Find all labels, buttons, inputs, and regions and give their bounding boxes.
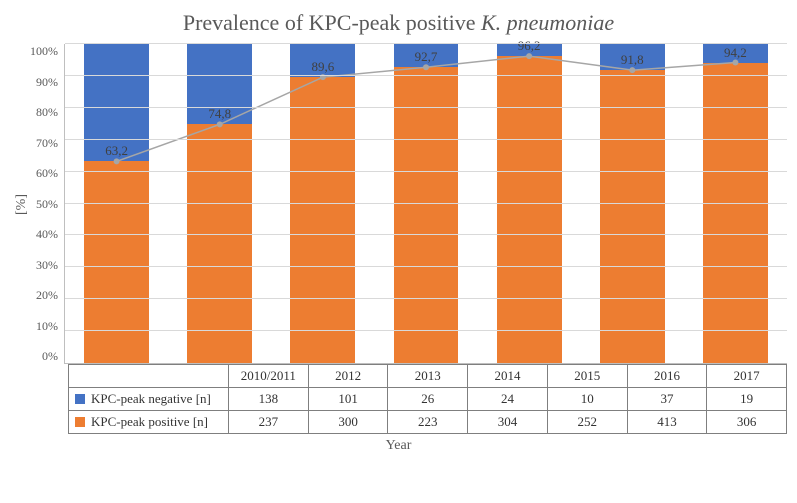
table-head-cell: 2012 bbox=[309, 365, 389, 387]
stacked-bar: 92,7 bbox=[394, 44, 459, 363]
grid-line bbox=[65, 203, 787, 204]
table-cell: 252 bbox=[548, 411, 628, 433]
table-cell: 138 bbox=[229, 388, 309, 410]
bar-value-label: 63,2 bbox=[105, 143, 128, 159]
table-cell: 304 bbox=[468, 411, 548, 433]
bar-slot: 63,2 bbox=[71, 44, 161, 363]
bar-slot: 92,7 bbox=[381, 44, 471, 363]
plot-row: [%] 100% 90% 80% 70% 60% 50% 40% 30% 20%… bbox=[10, 44, 787, 364]
legend-positive: KPC-peak positive [n] bbox=[69, 411, 229, 433]
table-row-positive: KPC-peak positive [n] 237 300 223 304 25… bbox=[69, 410, 786, 433]
bar-value-label: 92,7 bbox=[415, 49, 438, 65]
table-cell: 37 bbox=[628, 388, 708, 410]
bar-value-label: 89,6 bbox=[311, 59, 334, 75]
legend-negative: KPC-peak negative [n] bbox=[69, 388, 229, 410]
chart-title: Prevalence of KPC-peak positive K. pneum… bbox=[10, 10, 787, 36]
legend-label-positive: KPC-peak positive [n] bbox=[91, 414, 208, 430]
stacked-bar: 94,2 bbox=[703, 44, 768, 363]
stacked-bar: 63,2 bbox=[84, 44, 149, 363]
stacked-bar: 91,8 bbox=[600, 44, 665, 363]
table-cell: 101 bbox=[309, 388, 389, 410]
grid-line bbox=[65, 139, 787, 140]
legend-label-negative: KPC-peak negative [n] bbox=[91, 391, 211, 407]
bar-segment-positive: 89,6 bbox=[290, 77, 355, 363]
x-axis-label: Year bbox=[10, 438, 787, 454]
table-header-row: 2010/2011 2012 2013 2014 2015 2016 2017 bbox=[69, 365, 786, 387]
bar-value-label: 74,8 bbox=[208, 106, 231, 122]
y-tick: 70% bbox=[30, 136, 58, 151]
y-tick: 40% bbox=[30, 227, 58, 242]
table-cell: 24 bbox=[468, 388, 548, 410]
table-head-cell: 2013 bbox=[388, 365, 468, 387]
y-tick: 60% bbox=[30, 166, 58, 181]
grid-line bbox=[65, 43, 787, 44]
table-head-cell: 2016 bbox=[628, 365, 708, 387]
grid-line bbox=[65, 171, 787, 172]
bar-value-label: 96,2 bbox=[518, 38, 541, 54]
legend-swatch-negative bbox=[75, 394, 85, 404]
bar-slot: 94,2 bbox=[690, 44, 780, 363]
y-axis-label: [%] bbox=[10, 194, 30, 215]
bar-segment-positive: 91,8 bbox=[600, 70, 665, 363]
y-tick: 20% bbox=[30, 288, 58, 303]
table-cell: 306 bbox=[707, 411, 786, 433]
grid-line bbox=[65, 107, 787, 108]
y-tick: 0% bbox=[30, 349, 58, 364]
y-tick: 80% bbox=[30, 105, 58, 120]
bar-value-label: 94,2 bbox=[724, 45, 747, 61]
y-tick: 10% bbox=[30, 319, 58, 334]
bar-segment-positive: 63,2 bbox=[84, 161, 149, 363]
bars-layer: 63,2 74,8 89,6 92,7 96,2 91,8 94,2 bbox=[65, 44, 787, 363]
legend-swatch-positive bbox=[75, 417, 85, 427]
bar-value-label: 91,8 bbox=[621, 52, 644, 68]
grid-line bbox=[65, 298, 787, 299]
y-tick: 30% bbox=[30, 258, 58, 273]
table-head-cell: 2017 bbox=[707, 365, 786, 387]
stacked-bar: 74,8 bbox=[187, 44, 252, 363]
bar-slot: 74,8 bbox=[175, 44, 265, 363]
table-cell: 26 bbox=[388, 388, 468, 410]
table-corner-cell bbox=[69, 365, 229, 387]
table-head-cell: 2015 bbox=[548, 365, 628, 387]
y-tick: 90% bbox=[30, 75, 58, 90]
grid-line bbox=[65, 266, 787, 267]
table-cell: 10 bbox=[548, 388, 628, 410]
table-head-cell: 2010/2011 bbox=[229, 365, 309, 387]
stacked-bar: 89,6 bbox=[290, 44, 355, 363]
chart-title-text: Prevalence of KPC-peak positive bbox=[183, 10, 481, 35]
table-cell: 19 bbox=[707, 388, 786, 410]
table-cell: 237 bbox=[229, 411, 309, 433]
table-cell: 413 bbox=[628, 411, 708, 433]
bar-segment-positive: 74,8 bbox=[187, 124, 252, 363]
grid-line bbox=[65, 234, 787, 235]
y-tick: 50% bbox=[30, 197, 58, 212]
bar-segment-positive: 96,2 bbox=[497, 56, 562, 363]
table-cell: 223 bbox=[388, 411, 468, 433]
data-table: 2010/2011 2012 2013 2014 2015 2016 2017 … bbox=[68, 364, 787, 434]
grid-line bbox=[65, 330, 787, 331]
chart-container: Prevalence of KPC-peak positive K. pneum… bbox=[10, 10, 787, 454]
bar-slot: 96,2 bbox=[484, 44, 574, 363]
y-axis-ticks: 100% 90% 80% 70% 60% 50% 40% 30% 20% 10%… bbox=[30, 44, 64, 364]
table-row-negative: KPC-peak negative [n] 138 101 26 24 10 3… bbox=[69, 387, 786, 410]
bar-slot: 91,8 bbox=[587, 44, 677, 363]
chart-title-italic: K. pneumoniae bbox=[481, 10, 614, 35]
y-tick: 100% bbox=[30, 44, 58, 59]
table-head-cell: 2014 bbox=[468, 365, 548, 387]
bar-segment-positive: 92,7 bbox=[394, 67, 459, 363]
bar-slot: 89,6 bbox=[278, 44, 368, 363]
table-cell: 300 bbox=[309, 411, 389, 433]
stacked-bar: 96,2 bbox=[497, 44, 562, 363]
grid-line bbox=[65, 75, 787, 76]
plot-area: 63,2 74,8 89,6 92,7 96,2 91,8 94,2 bbox=[64, 44, 787, 364]
